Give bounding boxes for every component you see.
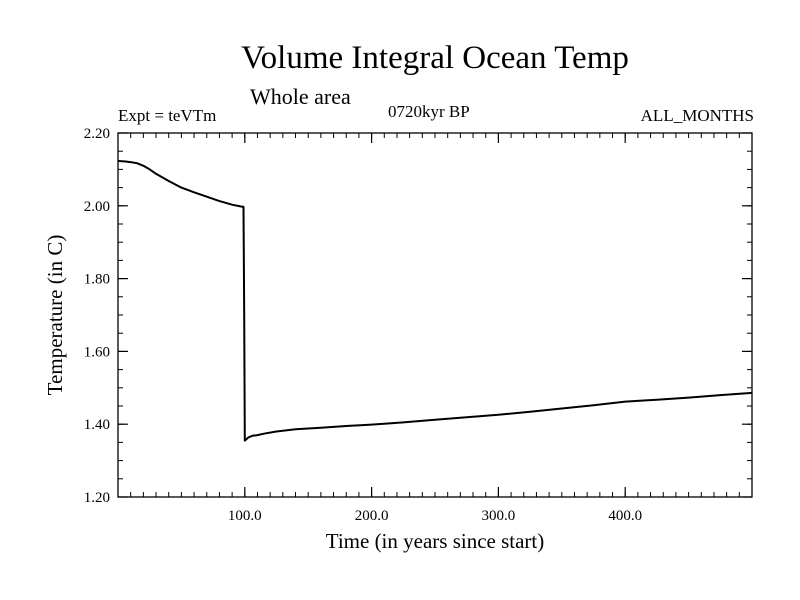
- y-tick-label: 1.40: [84, 417, 110, 433]
- y-tick-label: 2.00: [84, 199, 110, 215]
- x-tick-label: 100.0: [228, 508, 262, 524]
- months-label: ALL_MONTHS: [640, 106, 754, 125]
- y-tick-label: 1.80: [84, 272, 110, 288]
- tick-marks: [118, 132, 752, 498]
- experiment-label: Expt = teVTm: [118, 106, 217, 125]
- period-label: 0720kyr BP: [388, 102, 470, 121]
- chart-title: Volume Integral Ocean Temp: [241, 40, 629, 76]
- x-tick-label: 200.0: [355, 508, 389, 524]
- y-axis-label: Temperature (in C): [43, 235, 67, 396]
- chart-subtitle: Whole area: [250, 84, 351, 109]
- y-tick-label: 1.20: [84, 490, 110, 506]
- x-tick-label: 300.0: [482, 508, 516, 524]
- x-tick-label: 400.0: [608, 508, 642, 524]
- temperature-series-line: [117, 160, 753, 442]
- tick-labels: 100.0 200.0 300.0 400.0 1.20 1.40 1.60 1.80 2.00…: [84, 126, 642, 524]
- y-tick-label: 2.20: [84, 126, 110, 142]
- plot-frame: [117, 132, 753, 498]
- x-axis-label: Time (in years since start): [326, 529, 545, 553]
- series-layer: [117, 160, 753, 442]
- y-tick-label: 1.60: [84, 344, 110, 360]
